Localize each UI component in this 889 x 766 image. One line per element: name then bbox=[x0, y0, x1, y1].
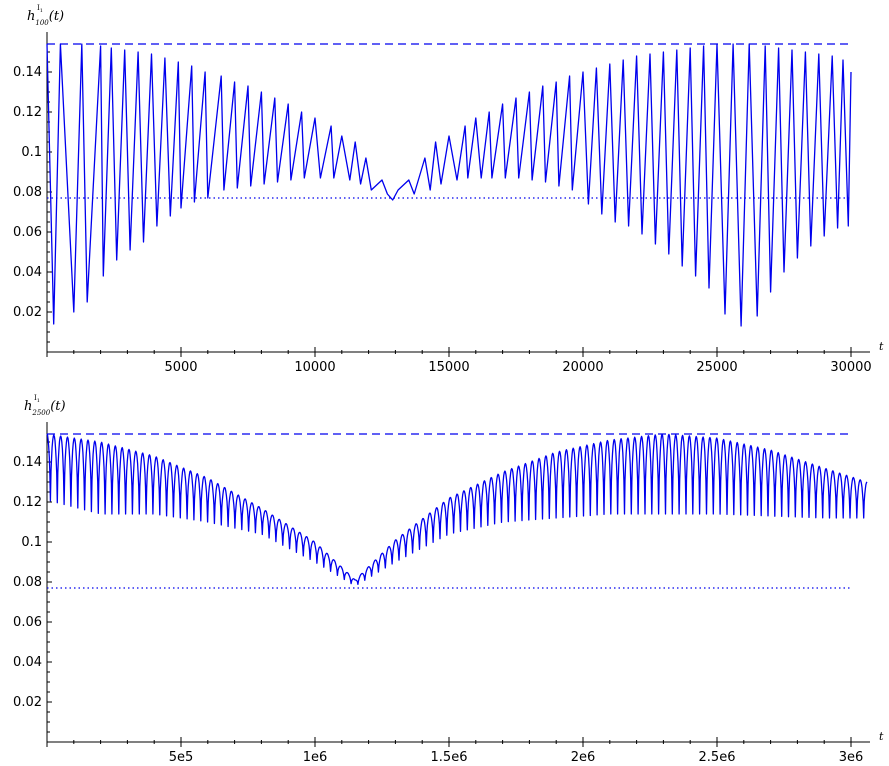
y-tick-label: 0.1 bbox=[21, 535, 42, 550]
y-tick-label: 0.06 bbox=[13, 225, 42, 240]
x-tick-label: 15000 bbox=[428, 360, 469, 375]
x-tick-label: 10000 bbox=[294, 360, 335, 375]
y-tick-label: 0.04 bbox=[13, 655, 42, 670]
y-tick-label: 0.04 bbox=[13, 265, 42, 280]
x-tick-label: 2.5e6 bbox=[699, 750, 736, 765]
y-tick-label: 0.08 bbox=[13, 185, 42, 200]
x-tick-label: 20000 bbox=[562, 360, 603, 375]
x-tick-label: 1e6 bbox=[303, 750, 328, 765]
y-tick-label: 0.14 bbox=[13, 455, 42, 470]
y-tick-label: 0.08 bbox=[13, 575, 42, 590]
y-tick-label: 0.02 bbox=[13, 695, 42, 710]
y-axis-label-bottom: h2500(t) bbox=[24, 399, 66, 417]
x-axis-label-top: t bbox=[879, 340, 884, 353]
y-tick-label: 0.06 bbox=[13, 615, 42, 630]
x-tick-label: 2e6 bbox=[571, 750, 596, 765]
series-line bbox=[46, 43, 852, 327]
x-tick-label: 5e5 bbox=[169, 750, 194, 765]
x-tick-label: 3e6 bbox=[839, 750, 864, 765]
x-tick-label: 5000 bbox=[164, 360, 197, 375]
y-tick-label: 0.12 bbox=[13, 105, 42, 120]
y-tick-label: 0.1 bbox=[21, 145, 42, 160]
y-tick-label: 0.02 bbox=[13, 305, 42, 320]
chart-panel-top: h100(t) I1 t 0.02 0.04 0.06 0.08 0.1 0.12 0.14… bbox=[13, 4, 884, 375]
x-tick-label: 30000 bbox=[830, 360, 871, 375]
y-axis-label-top-superscript: I1 bbox=[37, 4, 43, 14]
y-axis-label-top: h100(t) bbox=[27, 9, 64, 27]
y-tick-label: 0.14 bbox=[13, 65, 42, 80]
x-axis-label-bottom: t bbox=[879, 730, 884, 743]
x-tick-label: 25000 bbox=[696, 360, 737, 375]
y-axis-label-bottom-superscript: I1 bbox=[34, 394, 40, 404]
chart-panel-bottom: h2500(t) I1 t 0.02 0.04 0.06 0.08 0.1 0.12 0.1… bbox=[13, 394, 884, 765]
x-tick-label: 1.5e6 bbox=[431, 750, 468, 765]
y-tick-label: 0.12 bbox=[13, 495, 42, 510]
series-line bbox=[46, 433, 868, 586]
